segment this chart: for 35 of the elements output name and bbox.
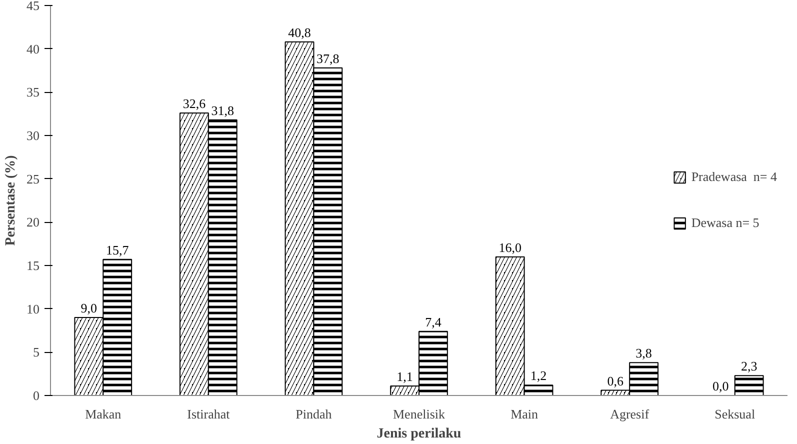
data-label: 2,3 <box>740 358 758 374</box>
data-label: 37,8 <box>316 50 340 66</box>
x-tick-label: Menelisik <box>393 406 446 422</box>
data-label: 0,6 <box>607 373 624 388</box>
x-tick-label: Pindah <box>296 406 332 422</box>
y-tick-label: 30 <box>26 128 40 143</box>
data-label: 32,6 <box>182 96 206 111</box>
data-label: 1,1 <box>396 368 413 384</box>
x-tick-label: Seksual <box>714 406 756 422</box>
y-tick-label: 45 <box>26 0 40 13</box>
y-tick-label: 35 <box>26 84 40 100</box>
data-label: 9,0 <box>80 300 98 316</box>
y-axis-title: Persentase (%) <box>4 154 18 246</box>
data-label: 7,4 <box>425 314 442 330</box>
x-tick-label: Agresif <box>610 406 650 422</box>
data-label: 1,2 <box>530 368 547 384</box>
data-label: 16,0 <box>498 240 522 255</box>
x-tick-label: Makan <box>85 406 122 422</box>
y-tick-label: 40 <box>26 41 40 56</box>
y-tick-label: 25 <box>26 171 40 186</box>
data-label: 0,0 <box>712 378 729 394</box>
y-tick-label: 10 <box>26 301 40 316</box>
data-label: 15,7 <box>106 242 130 258</box>
y-tick-label: 0 <box>33 388 40 403</box>
data-label: 31,8 <box>211 102 234 118</box>
x-tick-label: Main <box>510 406 539 422</box>
legend-label: Pradewasa n= 4 <box>691 169 777 185</box>
x-tick-label: Istirahat <box>187 406 230 422</box>
x-axis-title: Jenis perilaku <box>376 426 462 442</box>
y-tick-label: 15 <box>26 258 40 273</box>
data-label: 3,8 <box>636 346 652 361</box>
legend-label: Dewasa n= 5 <box>691 215 760 231</box>
y-tick-label: 20 <box>26 214 40 230</box>
data-label: 40,8 <box>288 24 311 40</box>
y-tick-label: 5 <box>33 344 40 360</box>
